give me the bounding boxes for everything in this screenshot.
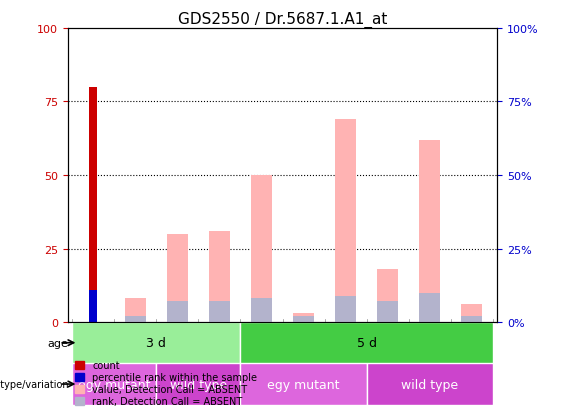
Bar xyxy=(419,293,440,322)
Bar xyxy=(377,269,398,322)
Bar xyxy=(72,322,240,363)
Text: age: age xyxy=(48,338,68,348)
Bar xyxy=(367,363,493,405)
Bar xyxy=(293,316,314,322)
Bar xyxy=(240,363,367,405)
Bar xyxy=(377,302,398,322)
Bar xyxy=(462,316,483,322)
Bar xyxy=(89,88,97,322)
Bar xyxy=(209,302,230,322)
Bar xyxy=(167,302,188,322)
Bar xyxy=(240,322,493,363)
Bar xyxy=(251,176,272,322)
Text: 3 d: 3 d xyxy=(146,336,166,349)
Text: genotype/variation: genotype/variation xyxy=(0,379,68,389)
Text: wild type: wild type xyxy=(170,377,227,391)
Bar xyxy=(251,299,272,322)
Text: 5 d: 5 d xyxy=(357,336,377,349)
Bar xyxy=(335,296,356,322)
Bar xyxy=(293,313,314,322)
Legend: count, percentile rank within the sample, value, Detection Call = ABSENT, rank, : count, percentile rank within the sample… xyxy=(73,358,259,408)
Bar xyxy=(125,299,146,322)
Bar xyxy=(167,234,188,322)
Bar xyxy=(335,120,356,322)
Bar xyxy=(156,363,240,405)
Bar xyxy=(419,140,440,322)
Bar xyxy=(462,305,483,322)
Bar xyxy=(209,231,230,322)
Bar xyxy=(72,363,156,405)
Text: egy mutant: egy mutant xyxy=(78,377,150,391)
Title: GDS2550 / Dr.5687.1.A1_at: GDS2550 / Dr.5687.1.A1_at xyxy=(178,12,387,28)
Text: egy mutant: egy mutant xyxy=(267,377,340,391)
Text: wild type: wild type xyxy=(401,377,458,391)
Bar xyxy=(125,316,146,322)
Bar xyxy=(89,290,97,322)
